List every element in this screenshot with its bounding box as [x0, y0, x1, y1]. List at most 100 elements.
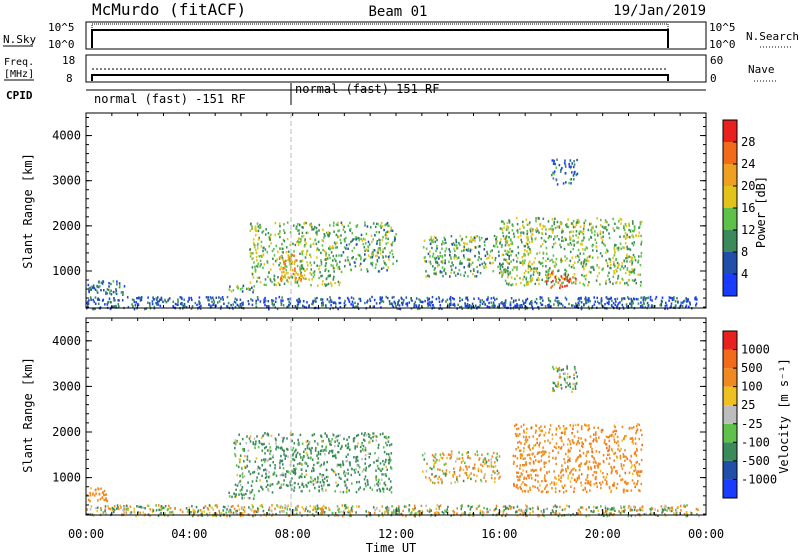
- scatter-cell: [542, 251, 545, 254]
- scatter-cell: [560, 476, 562, 479]
- scatter-cell: [259, 300, 262, 303]
- scatter-cell: [556, 220, 559, 224]
- scatter-cell: [336, 246, 338, 249]
- scatter-cell: [674, 300, 677, 303]
- scatter-cell: [553, 172, 555, 176]
- scatter-cell: [441, 307, 443, 310]
- scatter-cell: [696, 513, 698, 516]
- scatter-cell: [608, 439, 611, 443]
- scatter-cell: [526, 250, 528, 253]
- scatter-cell: [621, 277, 624, 281]
- scatter-cell: [626, 256, 629, 260]
- scatter-cell: [541, 231, 543, 235]
- scatter-cell: [586, 473, 589, 477]
- scatter-cell: [461, 456, 464, 460]
- scatter-cell: [258, 441, 261, 444]
- scatter-cell: [642, 301, 645, 304]
- scatter-cell: [211, 506, 213, 509]
- scatter-cell: [582, 282, 585, 286]
- scatter-cell: [531, 305, 533, 308]
- scatter-cell: [389, 457, 391, 460]
- scatter-cell: [439, 251, 441, 254]
- scatter-cell: [390, 229, 392, 232]
- scatter-cell: [571, 222, 573, 225]
- scatter-cell: [560, 245, 562, 249]
- scatter-cell: [540, 455, 543, 458]
- scatter-cell: [318, 276, 320, 280]
- scatter-cell: [490, 476, 493, 480]
- scatter-cell: [254, 228, 256, 231]
- scatter-cell: [257, 262, 260, 265]
- scatter-cell: [632, 244, 635, 247]
- scatter-cell: [581, 445, 584, 449]
- scatter-cell: [601, 239, 604, 242]
- scatter-cell: [572, 165, 575, 169]
- scatter-cell: [506, 225, 508, 228]
- scatter-cell: [287, 254, 290, 258]
- scatter-cell: [564, 278, 566, 281]
- scatter-cell: [545, 275, 548, 278]
- scatter-cell: [641, 506, 643, 509]
- scatter-cell: [453, 243, 456, 246]
- scatter-cell: [449, 453, 451, 456]
- scatter-cell: [685, 304, 688, 307]
- scatter-cell: [193, 512, 195, 515]
- scatter-cell: [561, 285, 564, 288]
- scatter-cell: [383, 482, 386, 485]
- scatter-cell: [516, 475, 518, 478]
- scatter-cell: [620, 463, 623, 466]
- scatter-cell: [326, 257, 329, 260]
- scatter-cell: [534, 282, 537, 286]
- scatter-cell: [293, 273, 296, 276]
- scatter-cell: [414, 507, 416, 510]
- scatter-cell: [94, 288, 97, 291]
- colorbar-tick-label: 16: [741, 201, 755, 215]
- scatter-cell: [610, 434, 613, 437]
- scatter-cell: [613, 481, 615, 485]
- scatter-cell: [397, 509, 399, 513]
- scatter-cell: [642, 298, 645, 302]
- scatter-cell: [499, 475, 501, 478]
- scatter-cell: [408, 504, 411, 507]
- scatter-cell: [550, 281, 553, 284]
- scatter-cell: [248, 497, 251, 500]
- scatter-cell: [569, 472, 571, 475]
- scatter-cell: [465, 473, 468, 477]
- scatter-cell: [188, 298, 190, 301]
- scatter-cell: [242, 301, 244, 304]
- scatter-cell: [439, 254, 441, 258]
- scatter-cell: [564, 268, 566, 272]
- scatter-cell: [110, 293, 113, 296]
- scatter-cell: [323, 481, 325, 484]
- scatter-cell: [381, 473, 383, 476]
- scatter-cell: [372, 432, 374, 435]
- scatter-cell: [643, 302, 645, 305]
- scatter-cell: [164, 505, 167, 508]
- scatter-cell: [272, 304, 274, 307]
- scatter-cell: [529, 511, 531, 515]
- scatter-cell: [628, 222, 630, 225]
- scatter-cell: [253, 285, 255, 288]
- scatter-cell: [339, 296, 341, 300]
- scatter-cell: [323, 250, 326, 253]
- scatter-cell: [474, 254, 476, 258]
- scatter-cell: [264, 248, 267, 251]
- scatter-cell: [584, 486, 586, 490]
- scatter-cell: [255, 305, 258, 308]
- scatter-cell: [256, 435, 258, 438]
- scatter-cell: [290, 253, 292, 256]
- scatter-cell: [301, 235, 303, 238]
- scatter-cell: [563, 458, 565, 461]
- scatter-cell: [371, 256, 373, 259]
- scatter-cell: [507, 225, 509, 228]
- scatter-cell: [354, 261, 356, 264]
- scatter-cell: [549, 483, 552, 486]
- scatter-cell: [593, 433, 595, 436]
- scatter-cell: [415, 297, 418, 300]
- scatter-cell: [469, 248, 472, 252]
- scatter-cell: [432, 265, 434, 268]
- scatter-cell: [422, 300, 424, 304]
- scatter-cell: [345, 491, 348, 494]
- scatter-cell: [241, 486, 244, 489]
